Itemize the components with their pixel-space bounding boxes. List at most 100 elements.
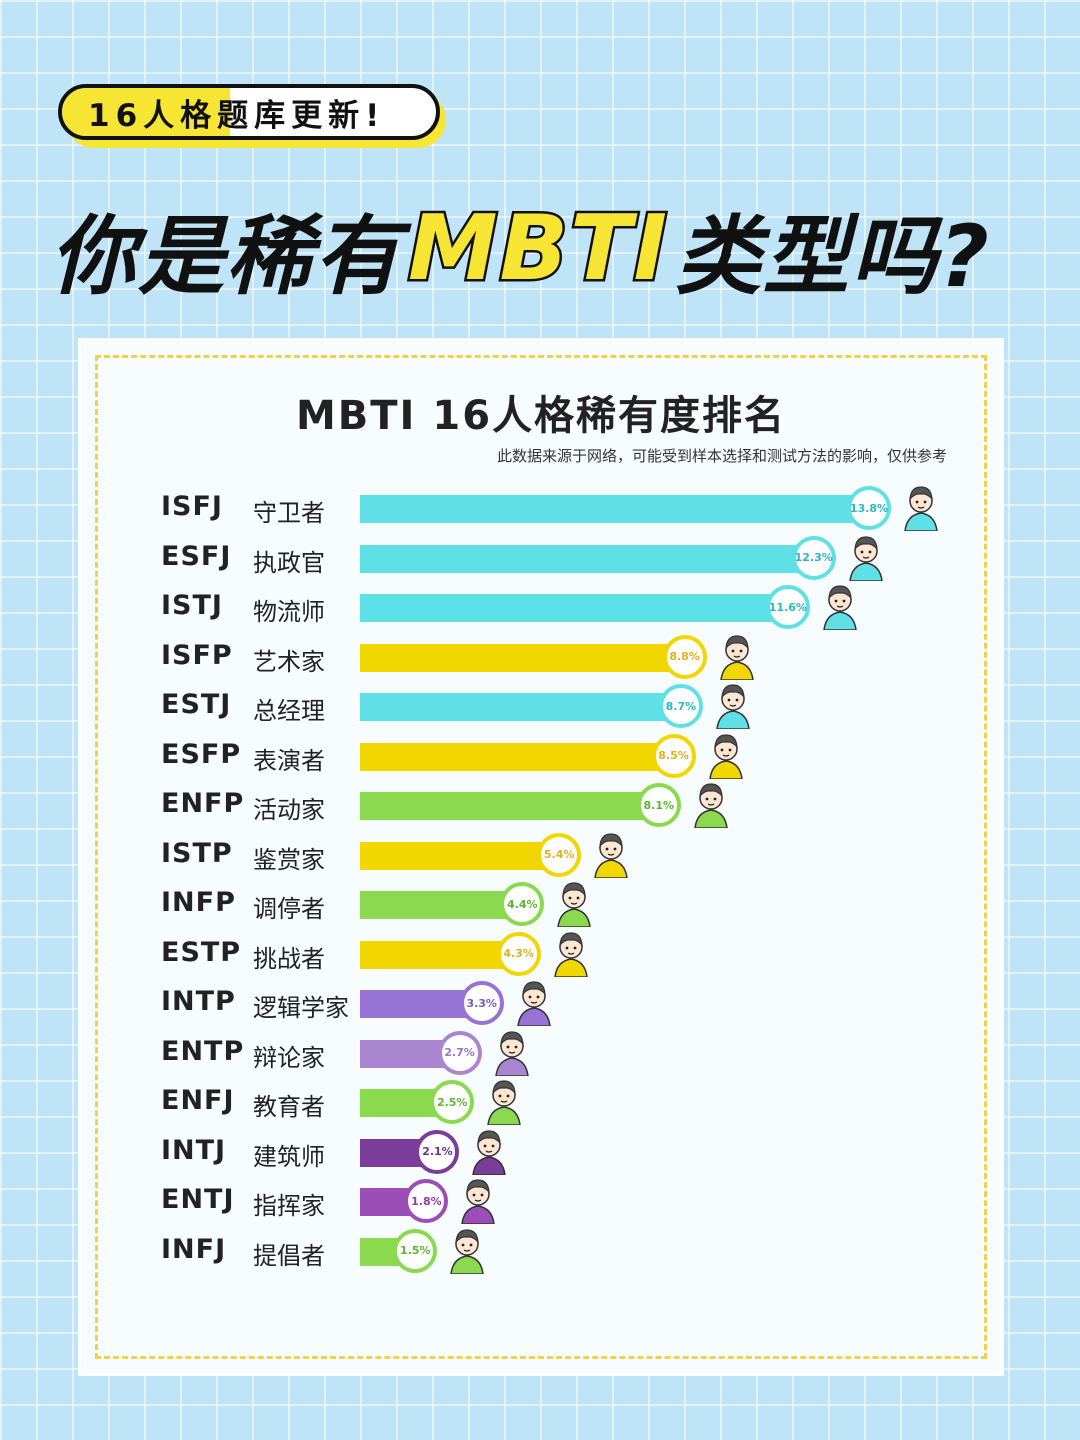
character-avatar-icon — [715, 628, 759, 681]
character-avatar-icon — [490, 1024, 534, 1077]
type-code: ESTJ — [161, 689, 232, 720]
type-code: ESTP — [161, 936, 242, 968]
character-avatar-icon — [482, 1073, 526, 1126]
type-code: ENFP — [161, 788, 245, 819]
type-name: 物流师 — [253, 598, 325, 626]
character-avatar-icon — [844, 529, 888, 582]
bar-row-intj: INTJ 建筑师 2.1% — [81, 1129, 1007, 1176]
bar-row-enfp: ENFP 活动家 8.1% — [81, 783, 1007, 829]
tag-highlight — [62, 88, 230, 136]
bar-row-entj: ENTJ 指挥家 1.8% — [81, 1179, 1007, 1225]
value-label: 2.7% — [437, 1030, 482, 1075]
bar-row-estp: ESTP 挑战者 4.3% — [81, 931, 1007, 978]
value-label: 4.4% — [500, 882, 545, 926]
bar-row-istp: ISTP 鉴赏家 5.4% — [81, 832, 1007, 879]
type-name: 表演者 — [253, 746, 325, 775]
character-avatar-icon — [445, 1222, 489, 1275]
bar — [360, 643, 685, 672]
bar — [360, 693, 681, 721]
character-avatar-icon — [899, 479, 943, 532]
type-code: INFP — [161, 887, 236, 918]
type-name: 艺术家 — [253, 647, 325, 676]
character-avatar-icon — [552, 875, 596, 928]
bar-row-infp: INFP 调停者 4.4% — [81, 882, 1007, 928]
bar — [360, 544, 814, 573]
type-name: 挑战者 — [253, 944, 325, 973]
bar-row-esfp: ESFP 表演者 8.5% — [81, 733, 1007, 780]
type-name: 鉴赏家 — [253, 845, 325, 874]
value-label: 4.3% — [496, 931, 541, 976]
headline-accent: MBTI — [405, 194, 670, 304]
tag-text: 16人格题库更新! — [88, 97, 386, 134]
character-avatar-icon — [589, 826, 633, 879]
type-name: 指挥家 — [253, 1192, 325, 1220]
character-avatar-icon — [711, 677, 755, 730]
headline-post: 类型吗? — [675, 207, 991, 307]
chart-card: MBTI 16人格稀有度排名 此数据来源于网络，可能受到样本选择和测试方法的影响… — [78, 338, 1004, 1376]
dashed-border — [95, 355, 987, 1359]
type-name: 守卫者 — [253, 499, 325, 527]
bar — [360, 940, 519, 969]
type-code: INTJ — [161, 1134, 227, 1166]
value-label: 8.7% — [658, 684, 703, 728]
character-avatar-icon — [456, 1172, 500, 1225]
type-name: 教育者 — [253, 1093, 325, 1121]
type-code: ENTJ — [161, 1184, 235, 1215]
bar-row-infj: INFJ 提倡者 1.5% — [81, 1228, 1007, 1275]
bar — [360, 742, 674, 771]
type-name: 活动家 — [253, 796, 325, 824]
bar-row-istj: ISTJ 物流师 11.6% — [81, 585, 1007, 631]
type-name: 总经理 — [253, 697, 325, 725]
character-avatar-icon — [689, 776, 733, 829]
type-code: ISTP — [161, 837, 233, 869]
character-avatar-icon — [549, 925, 593, 978]
type-code: ISTJ — [161, 590, 223, 621]
type-code: ENTP — [161, 1035, 245, 1067]
headline-pre: 你是稀有 — [50, 207, 402, 307]
value-label: 13.8% — [847, 486, 891, 530]
bar-row-isfp: ISFP 艺术家 8.8% — [81, 634, 1007, 681]
value-label: 1.5% — [393, 1228, 438, 1273]
type-code: INFJ — [161, 1233, 227, 1265]
bar-row-estj: ESTJ 总经理 8.7% — [81, 684, 1007, 730]
bar-row-isfj: ISFJ 守卫者 13.8% — [81, 486, 1007, 532]
type-name: 建筑师 — [253, 1142, 325, 1171]
value-label: 12.3% — [791, 535, 836, 580]
bar — [360, 594, 788, 622]
type-code: ESFJ — [161, 540, 232, 572]
headline: 你是稀有MBTI类型吗? — [50, 186, 1050, 308]
type-code: ISFJ — [161, 491, 223, 522]
type-code: INTP — [161, 986, 236, 1017]
bar-row-enfj: ENFJ 教育者 2.5% — [81, 1080, 1007, 1126]
tag-pill: 16人格题库更新! — [58, 84, 440, 140]
bar — [360, 841, 560, 870]
bar-row-esfj: ESFJ 执政官 12.3% — [81, 535, 1007, 582]
value-label: 1.8% — [404, 1179, 449, 1223]
type-name: 提倡者 — [253, 1241, 325, 1270]
bar-row-intp: INTP 逻辑学家 3.3% — [81, 981, 1007, 1027]
character-avatar-icon — [512, 974, 556, 1027]
value-label: 2.1% — [415, 1129, 460, 1174]
type-code: ESFP — [161, 738, 242, 770]
bar — [360, 891, 523, 919]
value-label: 3.3% — [459, 981, 504, 1025]
type-name: 调停者 — [253, 895, 325, 923]
chart-title: MBTI 16人格稀有度排名 — [295, 393, 787, 439]
value-label: 2.5% — [430, 1080, 475, 1124]
chart-subtitle: 此数据来源于网络，可能受到样本选择和测试方法的影响，仅供参考 — [496, 447, 947, 465]
character-avatar-icon — [818, 578, 862, 631]
bar — [360, 495, 869, 523]
type-name: 执政官 — [253, 548, 325, 577]
value-label: 11.6% — [765, 585, 810, 629]
character-avatar-icon — [467, 1123, 511, 1176]
type-code: ISFP — [161, 639, 233, 671]
value-label: 5.4% — [537, 832, 582, 877]
value-label: 8.5% — [651, 733, 696, 778]
value-label: 8.1% — [636, 783, 681, 827]
type-code: ENFJ — [161, 1085, 235, 1116]
bar-row-entp: ENTP 辩论家 2.7% — [81, 1030, 1007, 1077]
character-avatar-icon — [704, 727, 748, 780]
type-name: 辩论家 — [253, 1043, 325, 1072]
bar — [360, 792, 659, 820]
value-label: 8.8% — [662, 634, 707, 679]
